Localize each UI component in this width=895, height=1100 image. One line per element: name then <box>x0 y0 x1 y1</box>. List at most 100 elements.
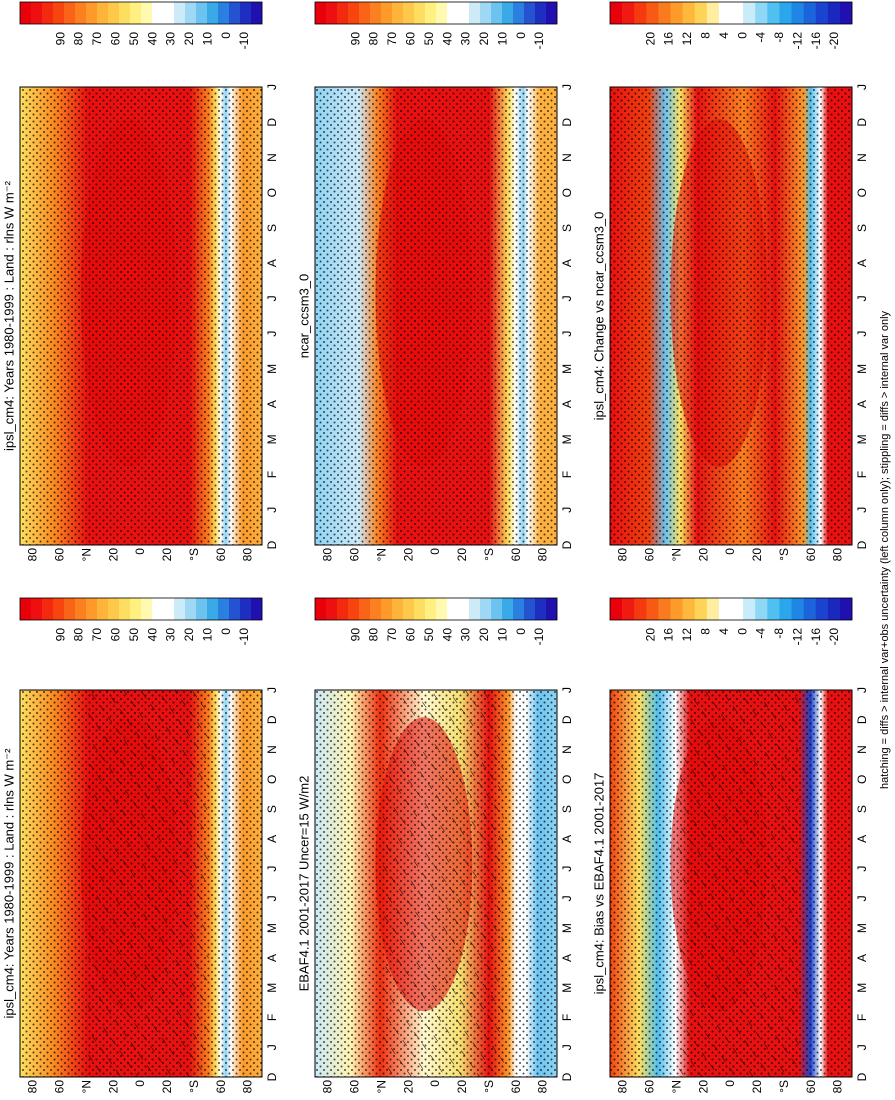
lat-label: 60 <box>53 1080 67 1094</box>
colorbar-label: 4 <box>717 628 731 635</box>
colorbar-swatch <box>20 598 32 620</box>
lat-label: 80 <box>321 1080 335 1094</box>
colorbar-swatch <box>414 598 426 620</box>
colorbar-swatch <box>152 2 164 24</box>
colorbar-label: 0 <box>219 628 233 635</box>
colorbar-swatch <box>392 598 404 620</box>
colorbar-swatch <box>767 598 780 620</box>
month-label: M <box>265 983 279 993</box>
month-label: J <box>265 331 279 337</box>
month-label: D <box>265 715 279 724</box>
colorbar-frame <box>19 1 263 25</box>
month-label: D <box>265 1072 279 1081</box>
colorbar-swatch <box>502 598 514 620</box>
month-label: A <box>265 835 279 843</box>
month-label: J <box>560 84 574 90</box>
colorbar-swatch <box>403 598 415 620</box>
colorbar-swatch <box>381 2 393 24</box>
month-label: A <box>560 400 574 408</box>
colorbar-swatch <box>646 2 659 24</box>
colorbar-swatch <box>670 2 683 24</box>
month-label: A <box>855 400 869 408</box>
month-label: O <box>855 188 869 197</box>
colorbar-swatch <box>207 2 219 24</box>
month-label: J <box>855 84 869 90</box>
colorbar-swatch <box>447 598 459 620</box>
colorbar-swatch <box>75 598 87 620</box>
colorbar-label: 90 <box>348 32 362 46</box>
colorbar-swatch <box>425 2 437 24</box>
colorbar-swatch <box>108 598 120 620</box>
month-label: M <box>265 364 279 374</box>
colorbar-swatch <box>546 598 558 620</box>
colorbar-swatch <box>196 598 208 620</box>
lat-label: °S <box>187 1080 201 1093</box>
colorbar-swatch <box>803 2 816 24</box>
lat-label: 60 <box>214 548 228 562</box>
colorbar-swatch <box>791 2 804 24</box>
lat-label: 80 <box>241 1080 255 1094</box>
stippling <box>315 87 557 545</box>
colorbar-swatch <box>682 598 695 620</box>
colorbar-label: 20 <box>182 32 196 46</box>
month-label: S <box>560 224 574 232</box>
month-label: M <box>560 364 574 374</box>
colorbar-swatch <box>827 598 841 620</box>
colorbar-label: 30 <box>459 628 473 642</box>
month-label: A <box>560 835 574 843</box>
colorbar-swatch <box>381 598 393 620</box>
colorbar-swatch <box>218 598 230 620</box>
month-label: J <box>560 895 574 901</box>
month-label: N <box>265 745 279 754</box>
colorbar-label: 16 <box>662 32 676 46</box>
colorbar-label: 20 <box>477 628 491 642</box>
colorbar-swatch <box>42 2 54 24</box>
hatching <box>677 690 799 1077</box>
lat-label: °N <box>669 548 683 561</box>
month-label: J <box>855 866 869 872</box>
colorbar-label: 10 <box>200 32 214 46</box>
month-label: A <box>855 954 869 962</box>
colorbar-label: 80 <box>367 32 381 46</box>
colorbar-swatch <box>370 598 382 620</box>
colorbar-label: 80 <box>72 32 86 46</box>
month-label: J <box>560 507 574 513</box>
colorbar-swatch <box>694 598 708 620</box>
month-label: J <box>855 687 869 693</box>
colorbar-swatch <box>513 598 525 620</box>
lat-label: 80 <box>536 548 550 562</box>
colorbar-label: 0 <box>514 628 528 635</box>
month-label: A <box>265 400 279 408</box>
colorbar-label: 4 <box>717 32 731 39</box>
colorbar-label: 10 <box>495 32 509 46</box>
colorbar-swatch <box>755 2 768 24</box>
colorbar-swatch <box>480 2 492 24</box>
colorbar-label: 70 <box>385 32 399 46</box>
colorbar-swatch <box>185 2 197 24</box>
lat-label: 80 <box>831 1080 845 1094</box>
colorbar-swatch <box>670 598 683 620</box>
month-label: A <box>560 954 574 962</box>
colorbar-swatch <box>240 2 252 24</box>
month-label: M <box>560 983 574 993</box>
lat-label: 0 <box>133 548 147 555</box>
month-label: O <box>265 775 279 784</box>
colorbar-swatch <box>414 2 426 24</box>
colorbar-swatch <box>436 598 448 620</box>
colorbar-swatch <box>229 598 241 620</box>
colorbar-swatch <box>658 598 671 620</box>
colorbar-swatch <box>207 598 219 620</box>
lat-label: 20 <box>106 548 120 562</box>
colorbar-swatch <box>524 2 536 24</box>
lat-label: 20 <box>160 1080 174 1094</box>
month-label: D <box>855 1072 869 1081</box>
colorbar-label: 0 <box>735 628 749 635</box>
lat-label: 60 <box>214 1080 228 1094</box>
colorbar-label: -8 <box>772 32 786 43</box>
colorbar-swatch <box>815 2 829 24</box>
colorbar-swatch <box>767 2 780 24</box>
colorbar-swatch <box>622 598 635 620</box>
colorbar-label: 12 <box>680 32 694 46</box>
lat-label: 80 <box>616 1080 630 1094</box>
